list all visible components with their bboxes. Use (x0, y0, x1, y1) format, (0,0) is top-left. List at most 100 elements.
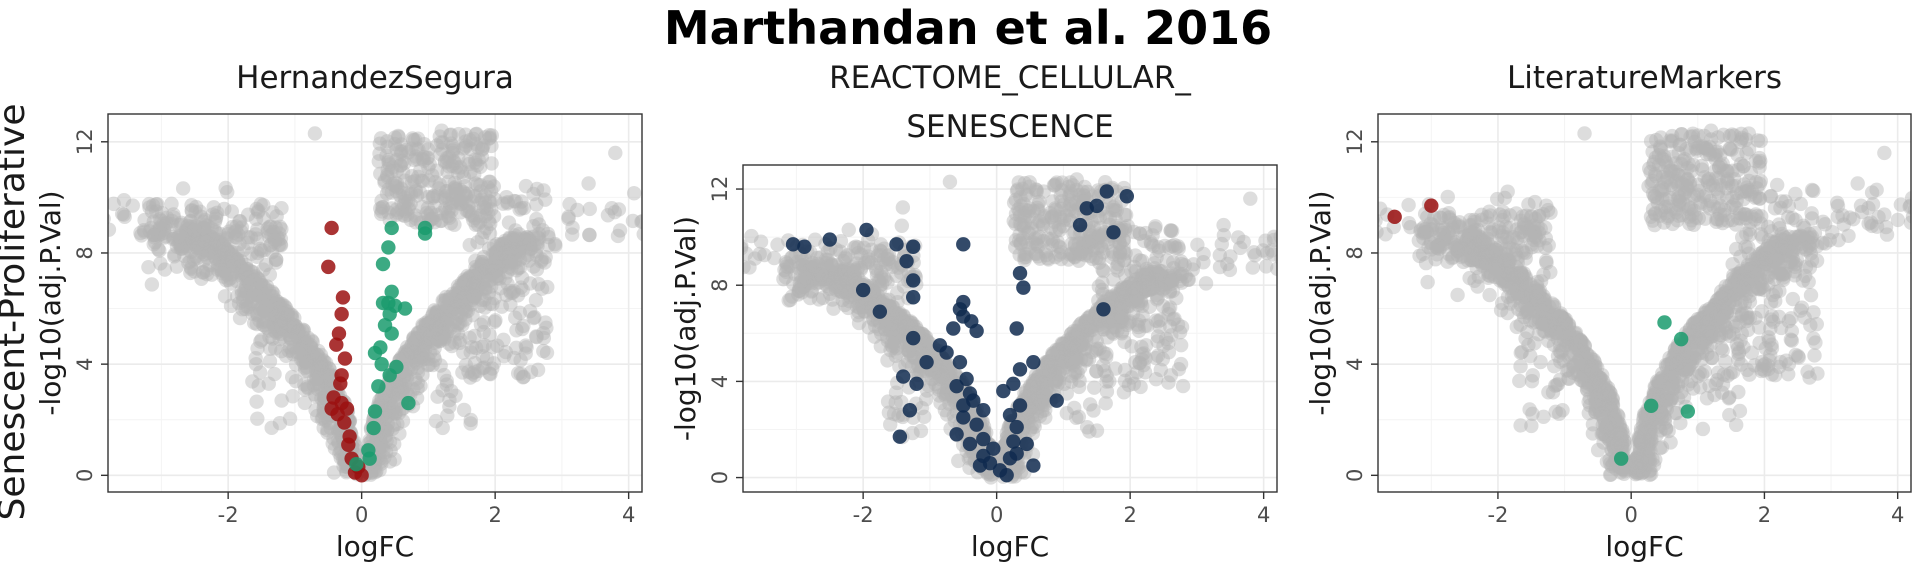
background-point (439, 155, 455, 170)
background-point (829, 273, 844, 289)
background-point (742, 215, 756, 229)
background-point (256, 318, 272, 333)
background-point (196, 214, 211, 229)
background-point (393, 376, 408, 391)
background-point (373, 435, 389, 450)
background-point (494, 237, 510, 252)
background-point (410, 361, 425, 376)
background-point (383, 443, 398, 458)
background-point (390, 205, 405, 220)
background-point (197, 235, 212, 250)
background-point (486, 238, 502, 254)
background-point (245, 293, 260, 308)
background-point (185, 222, 200, 237)
background-point (235, 264, 251, 279)
background-point (267, 323, 283, 339)
background-point (905, 425, 920, 441)
data-point (1012, 398, 1028, 413)
background-point (496, 240, 511, 255)
background-point (388, 179, 403, 194)
background-point (269, 325, 284, 340)
background-point (403, 343, 418, 358)
background-point (502, 283, 518, 299)
background-point (1033, 372, 1048, 387)
background-point (972, 191, 986, 205)
background-point (410, 325, 426, 340)
background-point (184, 203, 200, 218)
background-point (401, 194, 416, 209)
background-point (974, 193, 988, 207)
background-point (257, 291, 272, 307)
background-point (469, 262, 484, 277)
background-point (1057, 376, 1072, 392)
background-point (398, 238, 412, 252)
background-point (393, 146, 409, 162)
background-point (522, 236, 537, 252)
background-point (375, 199, 390, 215)
background-point (1222, 262, 1238, 278)
background-point (332, 446, 347, 461)
background-point (559, 263, 573, 277)
background-point (485, 246, 500, 262)
background-point (1122, 284, 1137, 300)
background-point (271, 321, 287, 337)
background-point (435, 135, 451, 150)
background-point (791, 283, 806, 298)
background-point (245, 283, 261, 298)
data-point (906, 273, 921, 288)
background-point (108, 213, 111, 225)
background-point (419, 321, 434, 336)
background-point (1106, 320, 1121, 335)
data-point (949, 427, 964, 442)
background-point (1136, 284, 1151, 300)
background-point (896, 321, 912, 336)
background-point (420, 150, 436, 165)
background-point (326, 465, 342, 480)
background-point (232, 258, 248, 274)
background-point (309, 369, 324, 384)
background-point (489, 262, 504, 277)
background-point (469, 275, 484, 290)
background-point (316, 354, 332, 369)
background-point (309, 376, 325, 391)
background-point (894, 322, 910, 337)
background-point (515, 270, 530, 286)
background-point (188, 230, 203, 245)
background-point (195, 238, 210, 253)
background-point (498, 270, 513, 286)
data-point (949, 379, 964, 394)
background-point (380, 390, 395, 405)
background-point (467, 328, 482, 344)
background-point (413, 163, 428, 178)
background-point (487, 192, 503, 207)
background-point (266, 224, 281, 240)
background-point (1047, 357, 1062, 373)
background-point (427, 303, 442, 318)
background-point (447, 314, 462, 329)
data-point (341, 437, 356, 452)
background-point (394, 195, 409, 210)
background-point (387, 452, 402, 467)
background-point (383, 394, 399, 410)
background-point (372, 463, 387, 478)
background-point (318, 373, 333, 389)
background-point (813, 267, 829, 282)
background-point (411, 169, 426, 185)
background-point (496, 332, 511, 348)
background-point (477, 264, 492, 280)
background-point (424, 314, 439, 330)
background-point (516, 233, 532, 248)
background-point (276, 306, 292, 321)
background-point (467, 287, 483, 303)
background-point (502, 230, 517, 245)
background-point (845, 270, 861, 285)
background-point (158, 229, 173, 244)
background-point (797, 252, 813, 267)
background-point (831, 276, 846, 292)
background-point (418, 324, 433, 339)
background-point (318, 379, 333, 395)
background-point (476, 200, 491, 215)
background-point (289, 329, 304, 344)
background-point (817, 266, 832, 281)
background-point (938, 387, 954, 402)
